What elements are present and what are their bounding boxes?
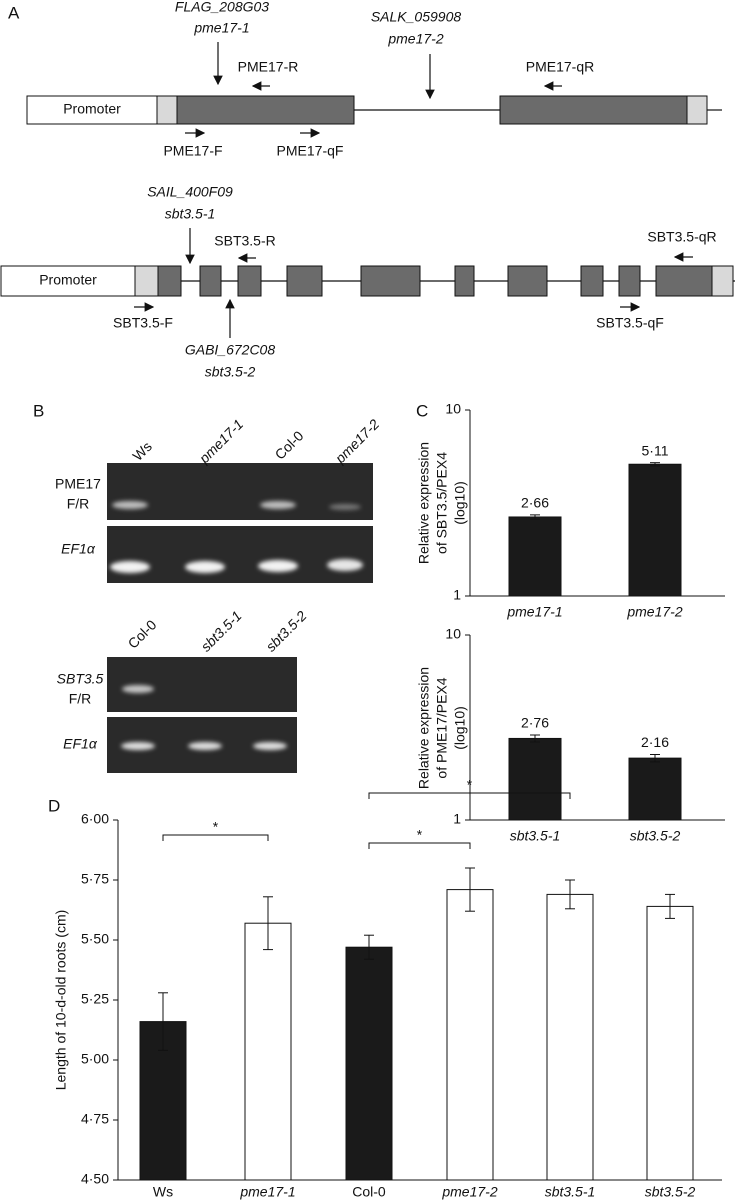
bar [345,946,393,1181]
lane-label: pme17-2 [331,416,382,467]
x-tick-label: pme17-2 [626,604,682,620]
bar [628,757,682,821]
y-axis-label: (log10) [452,481,468,525]
bar [508,737,562,821]
panel-label: B [33,401,44,420]
promoter-label: Promoter [63,101,121,117]
primer-label: PME17-qF [277,143,344,159]
y-tick-label: 6·00 [81,811,109,827]
row-label: PME17 [55,476,101,492]
significance-bracket [162,834,269,841]
allele-label: pme17-2 [387,31,443,47]
primer-label: PME17-R [238,59,299,75]
y-tick-label: 5·50 [81,931,109,947]
lane-label: pme17-1 [195,416,246,467]
lane-label: Col-0 [125,616,160,651]
promoter-label: Promoter [39,272,97,288]
primer-label: PME17-F [163,143,222,159]
insertion-line: SALK_059908 [371,9,462,25]
insertion-line: GABI_672C08 [185,342,275,358]
significance-label: * [213,819,219,835]
lane-label: sbt3.5-2 [263,607,310,654]
significance-label: * [467,777,473,793]
primer-label: SBT3.5-F [113,315,173,331]
y-tick-label: 1 [453,587,461,603]
bar [646,905,694,1181]
panel-label: A [8,3,20,22]
row-label: EF1α [61,541,96,557]
y-tick-label: 1 [453,811,461,827]
x-tick-label: Ws [153,1184,173,1200]
y-tick-label: 5·00 [81,1051,109,1067]
allele-label: sbt3.5-1 [165,206,216,222]
x-tick-label: pme17-1 [506,604,562,620]
lane-label: Col-0 [272,427,307,462]
primer-label: SBT3.5-R [214,233,275,249]
y-tick-label: 10 [445,626,461,642]
y-tick-label: 5·75 [81,871,109,887]
gene-diagram [26,42,722,138]
y-tick-label: 4·75 [81,1111,109,1127]
bar [628,463,682,597]
x-tick-label: sbt3.5-1 [545,1184,596,1200]
x-tick-label: pme17-1 [239,1184,295,1200]
x-tick-label: pme17-2 [441,1184,497,1200]
row-label: F/R [69,691,92,707]
primer-label: SBT3.5-qF [596,315,664,331]
value-label: 5·11 [642,442,669,458]
primer-label: SBT3.5-qR [647,229,716,245]
insertion-line: SAIL_400F09 [147,184,233,200]
x-tick-label: sbt3.5-2 [630,828,681,844]
gel-image [107,463,373,583]
lane-label: Ws [129,438,155,464]
significance-bracket [368,842,471,849]
insertion-line: FLAG_208G03 [175,0,269,15]
value-label: 2·66 [521,495,549,511]
bar [508,516,562,597]
y-axis-label: of PME17/PEX4 [434,677,450,778]
bar [546,893,594,1181]
x-tick-label: sbt3.5-2 [645,1184,696,1200]
gene-diagram [0,228,735,338]
lane-label: sbt3.5-1 [198,608,245,655]
significance-label: * [417,827,423,843]
y-axis-label: Relative expression [416,667,432,789]
y-axis-label: of SBT3.5/PEX4 [434,452,450,554]
primer-label: PME17-qR [526,59,594,75]
significance-bracket [368,792,571,799]
bar [446,889,494,1181]
allele-label: sbt3.5-2 [205,364,256,380]
row-label: F/R [67,496,90,512]
panel-label: D [48,796,60,815]
value-label: 2·76 [521,715,549,731]
y-tick-label: 4·50 [81,1171,109,1187]
panel-label: C [416,401,428,420]
y-axis-label: (log10) [452,706,468,750]
bar [244,922,292,1181]
allele-label: pme17-1 [193,20,249,36]
y-axis-label: Length of 10-d-old roots (cm) [53,910,69,1091]
gel-image [107,657,297,773]
x-tick-label: sbt3.5-1 [510,828,561,844]
y-axis-label: Relative expression [416,442,432,564]
row-label: EF1α [63,736,98,752]
y-tick-label: 10 [445,401,461,417]
value-label: 2·16 [641,734,669,750]
row-label: SBT3.5 [57,671,104,687]
y-tick-label: 5·25 [81,991,109,1007]
x-tick-label: Col-0 [352,1184,386,1200]
